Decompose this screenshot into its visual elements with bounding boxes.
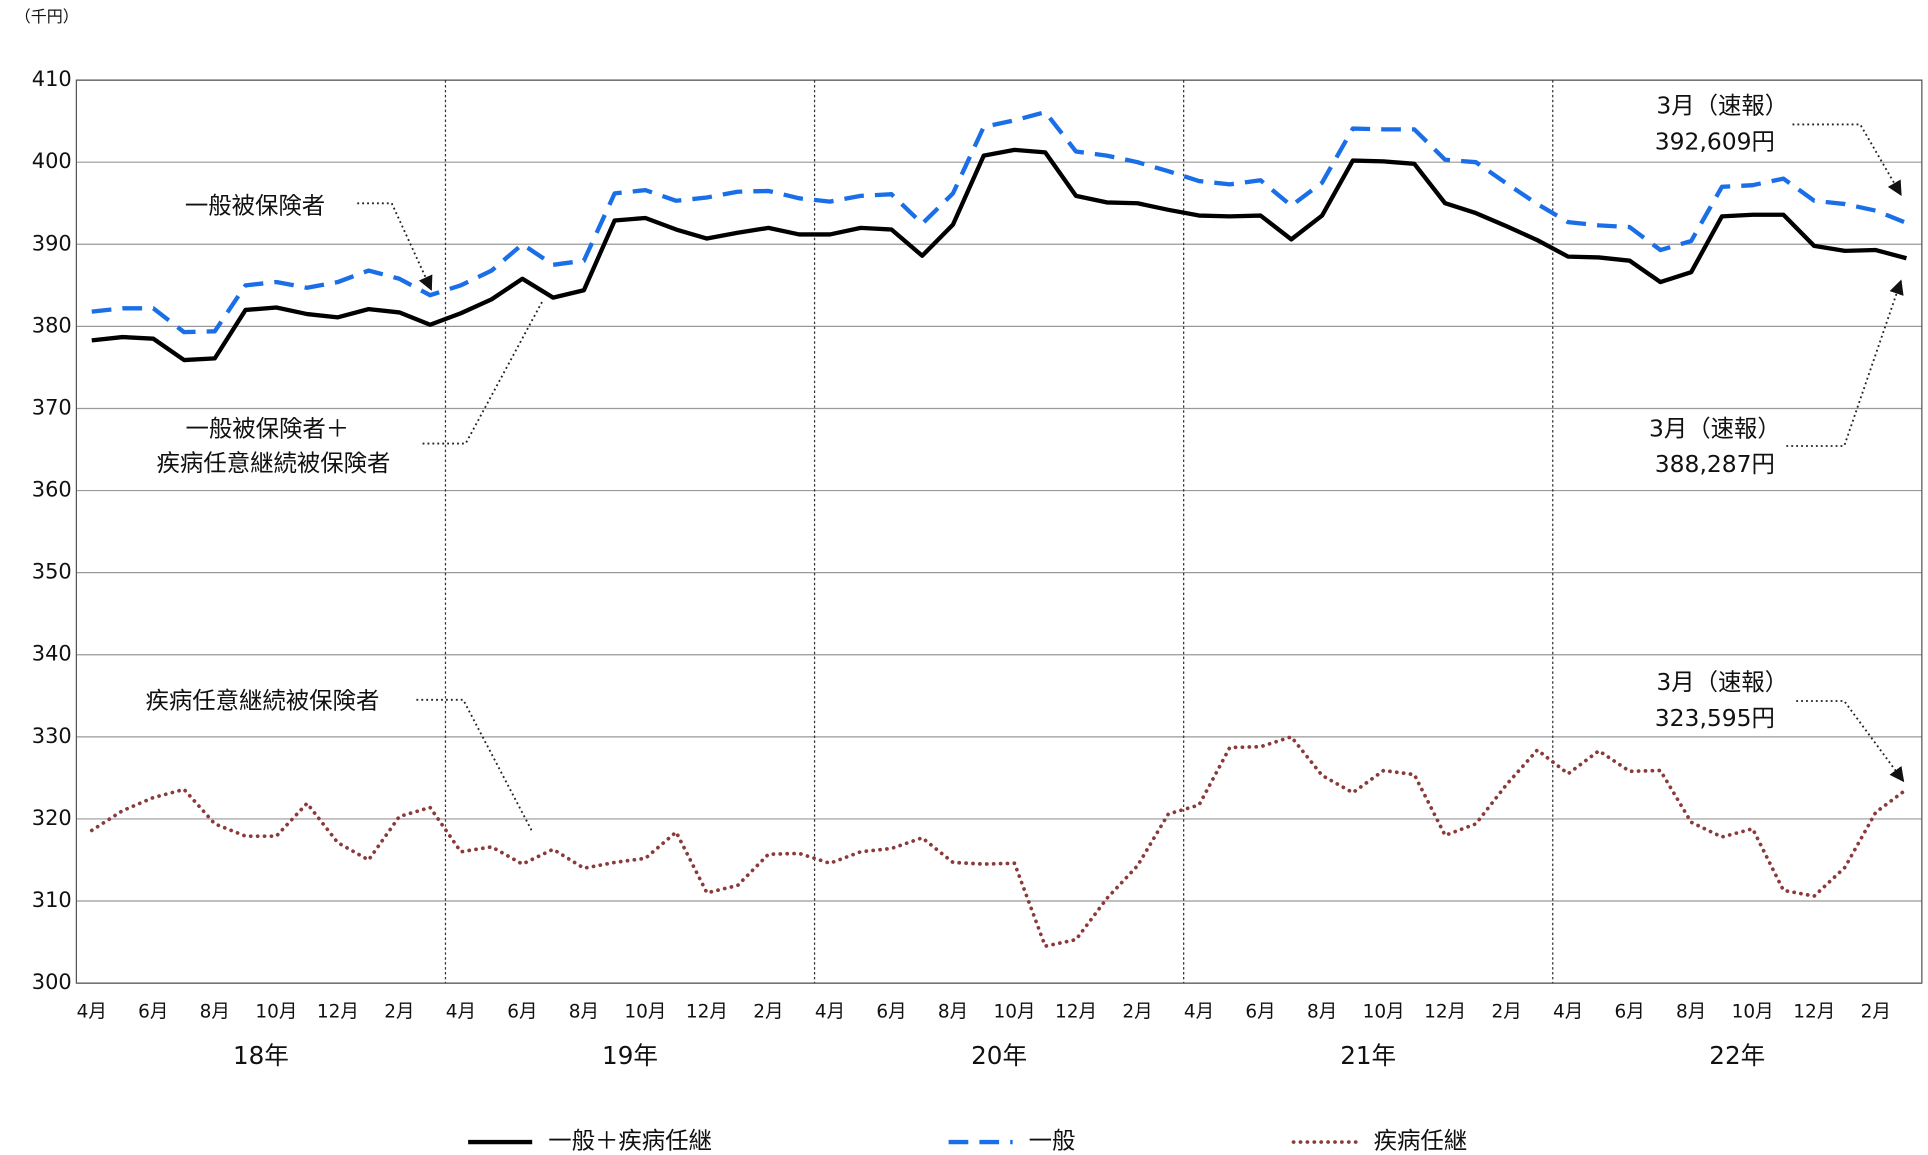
x-tick-label: 2月 <box>1861 1002 1891 1023</box>
y-tick-label: 360 <box>32 478 72 502</box>
x-tick-label: 4月 <box>1553 1002 1583 1023</box>
x-tick-label: 6月 <box>1245 1002 1275 1023</box>
x-tick-label: 6月 <box>138 1002 168 1023</box>
legend-label: 疾病任継 <box>1374 1127 1468 1155</box>
series-line <box>89 734 1909 949</box>
annotation: 3月（速報） <box>1649 414 1781 442</box>
x-tick-label: 12月 <box>317 1002 359 1023</box>
leader <box>1786 279 1904 447</box>
x-tick-label: 2月 <box>753 1002 783 1023</box>
annotation: 疾病任意継続被保険者 <box>145 687 379 715</box>
y-tick-label: 310 <box>32 888 72 912</box>
y-tick-label: 300 <box>32 970 72 994</box>
y-tick-label: 390 <box>32 231 72 255</box>
x-tick-label: 4月 <box>815 1002 845 1023</box>
year-label: 21年 <box>1340 1041 1396 1070</box>
x-tick-label: 8月 <box>200 1002 230 1023</box>
y-tick-label: 370 <box>32 395 72 419</box>
x-tick-label: 10月 <box>624 1002 666 1023</box>
y-tick-label: 410 <box>32 67 72 91</box>
leader <box>357 202 433 291</box>
x-tick-label: 2月 <box>1122 1002 1152 1023</box>
annotation: 3月（速報） <box>1656 668 1788 696</box>
annotation: 3月（速報） <box>1656 92 1788 120</box>
x-tick-label: 4月 <box>446 1002 476 1023</box>
plot-frame <box>75 79 1923 984</box>
x-tick-label: 12月 <box>686 1002 728 1023</box>
y-tick-label: 330 <box>32 724 72 748</box>
x-tick-label: 4月 <box>1184 1002 1214 1023</box>
x-tick-label: 2月 <box>384 1002 414 1023</box>
x-tick-label: 2月 <box>1491 1002 1521 1023</box>
x-tick-label: 10月 <box>255 1002 297 1023</box>
x-tick-label: 10月 <box>1363 1002 1405 1023</box>
series-line <box>91 109 1908 335</box>
y-tick-label: 340 <box>32 642 72 666</box>
annotation: 一般被保険者 <box>185 191 325 219</box>
x-tick-label: 8月 <box>1307 1002 1337 1023</box>
y-tick-label: 400 <box>32 149 72 173</box>
series-line <box>91 147 1908 363</box>
unit-label: （千円） <box>15 7 79 26</box>
y-tick-label: 380 <box>32 313 72 337</box>
x-tick-label: 8月 <box>569 1002 599 1023</box>
year-label: 22年 <box>1709 1041 1765 1070</box>
y-tick-label: 320 <box>32 806 72 830</box>
leader <box>1792 123 1902 196</box>
year-label: 18年 <box>233 1041 289 1070</box>
y-tick-label: 350 <box>32 560 72 584</box>
x-tick-label: 8月 <box>1676 1002 1706 1023</box>
annotation: 388,287円 <box>1655 450 1775 478</box>
year-label: 20年 <box>971 1041 1027 1070</box>
x-tick-label: 6月 <box>876 1002 906 1023</box>
legend-label: 一般＋疾病任継 <box>548 1127 712 1155</box>
x-tick-label: 12月 <box>1424 1002 1466 1023</box>
x-tick-label: 6月 <box>1615 1002 1645 1023</box>
x-tick-label: 4月 <box>77 1002 107 1023</box>
annotation: 323,595円 <box>1655 704 1775 732</box>
annotation: 疾病任意継続被保険者 <box>157 449 391 477</box>
x-tick-label: 8月 <box>938 1002 968 1023</box>
x-tick-label: 12月 <box>1055 1002 1097 1023</box>
leader <box>416 698 534 833</box>
legend-label: 一般 <box>1029 1127 1076 1155</box>
leader <box>1796 700 1905 783</box>
year-label: 19年 <box>602 1041 658 1070</box>
x-tick-label: 10月 <box>993 1002 1035 1023</box>
annotation: 一般被保険者＋ <box>185 414 349 442</box>
x-tick-label: 6月 <box>507 1002 537 1023</box>
x-tick-label: 10月 <box>1732 1002 1774 1023</box>
x-tick-label: 12月 <box>1793 1002 1835 1023</box>
annotation: 392,609円 <box>1655 127 1775 155</box>
